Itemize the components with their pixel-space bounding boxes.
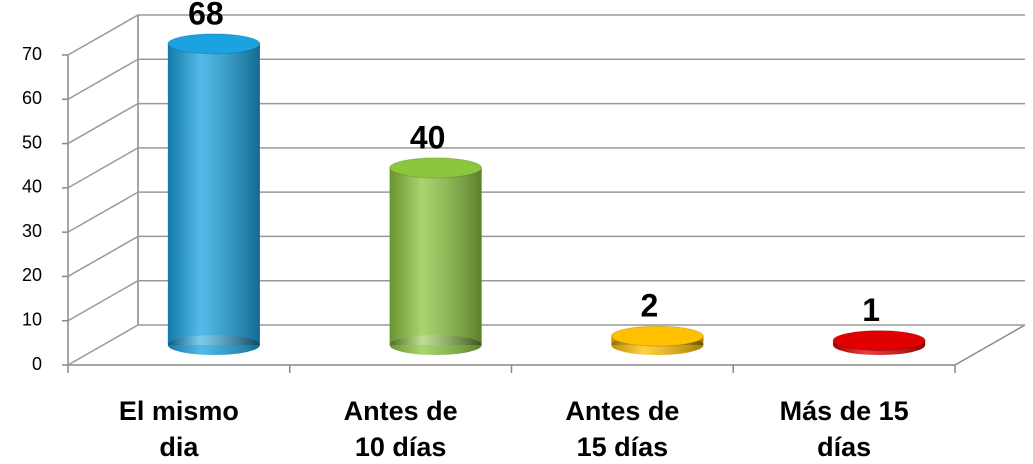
grid-line: [67, 324, 1025, 366]
cylinder-top: [389, 157, 483, 179]
x-tick-label: Más de 15 días: [779, 396, 909, 462]
grid-line: [67, 102, 1025, 145]
data-label: 1: [862, 292, 880, 328]
x-tick-label: El mismo dia: [118, 396, 239, 462]
x-tick-label: Antes de 10 días: [343, 396, 458, 462]
y-tick-label: 20: [22, 265, 42, 285]
grid-line: [67, 235, 1025, 278]
y-tick-label: 0: [32, 354, 42, 374]
grid-line: [67, 279, 1025, 322]
grid-line: [67, 58, 1025, 100]
cylinder-bottom-shade: [167, 335, 260, 355]
cylinder-shade: [389, 167, 482, 345]
grid-line: [67, 14, 1025, 56]
data-label: 40: [410, 119, 446, 155]
data-label: 68: [188, 0, 224, 31]
y-tick-label: 10: [22, 309, 42, 329]
floor-right-edge: [954, 324, 1026, 366]
grid-line: [67, 191, 1025, 233]
cylinder-top: [167, 33, 261, 55]
data-label: 2: [640, 288, 658, 324]
y-tick-label: 60: [22, 88, 42, 108]
cylinder-top: [610, 325, 704, 347]
cylinder-shade: [167, 43, 260, 345]
y-tick-label: 30: [22, 221, 42, 241]
cylinder-bottom-shade: [389, 335, 482, 355]
y-tick-label: 50: [22, 132, 42, 152]
cylinder-top: [832, 330, 926, 352]
grid-line: [67, 147, 1025, 189]
y-tick-label: 40: [22, 177, 42, 197]
x-tick-label: Antes de 15 días: [565, 396, 680, 462]
y-tick-label: 70: [22, 44, 42, 64]
